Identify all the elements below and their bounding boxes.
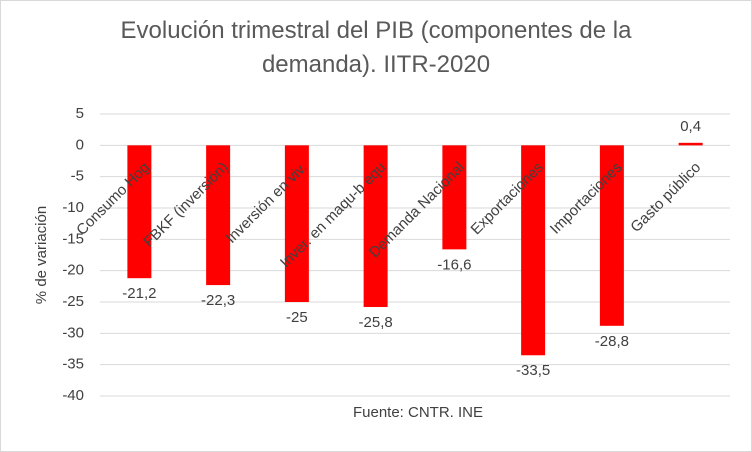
value-label: -25,8 [359, 314, 393, 331]
value-label: -22,3 [201, 292, 235, 309]
bar [284, 145, 309, 302]
bar [127, 145, 152, 279]
y-tick-label: -10 [62, 199, 84, 216]
value-label: -21,2 [122, 285, 156, 302]
value-label: 0,4 [680, 118, 701, 135]
y-tick-label: -40 [62, 387, 84, 404]
bar [206, 145, 231, 286]
y-tick-label: -25 [62, 293, 84, 310]
y-tick-label: -5 [71, 168, 84, 185]
bar [678, 142, 703, 146]
x-axis-label: Fuente: CNTR. INE [353, 404, 483, 421]
y-tick-label: -30 [62, 324, 84, 341]
value-label: -25 [286, 309, 308, 326]
chart-title: Evolución trimestral del PIB (componente… [120, 17, 632, 78]
bar [442, 145, 467, 250]
y-tick-label: -35 [62, 356, 84, 373]
bar [363, 145, 388, 308]
bar [599, 145, 624, 326]
y-tick-label: -15 [62, 230, 84, 247]
y-tick-label: -20 [62, 262, 84, 279]
value-label: -28,8 [595, 333, 629, 350]
y-tick-label: 0 [76, 136, 84, 153]
bar [521, 145, 546, 356]
y-axis-label: % de variación [33, 206, 50, 304]
value-label: -33,5 [516, 362, 550, 379]
value-label: -16,6 [437, 256, 471, 273]
y-tick-label: 5 [76, 105, 84, 122]
